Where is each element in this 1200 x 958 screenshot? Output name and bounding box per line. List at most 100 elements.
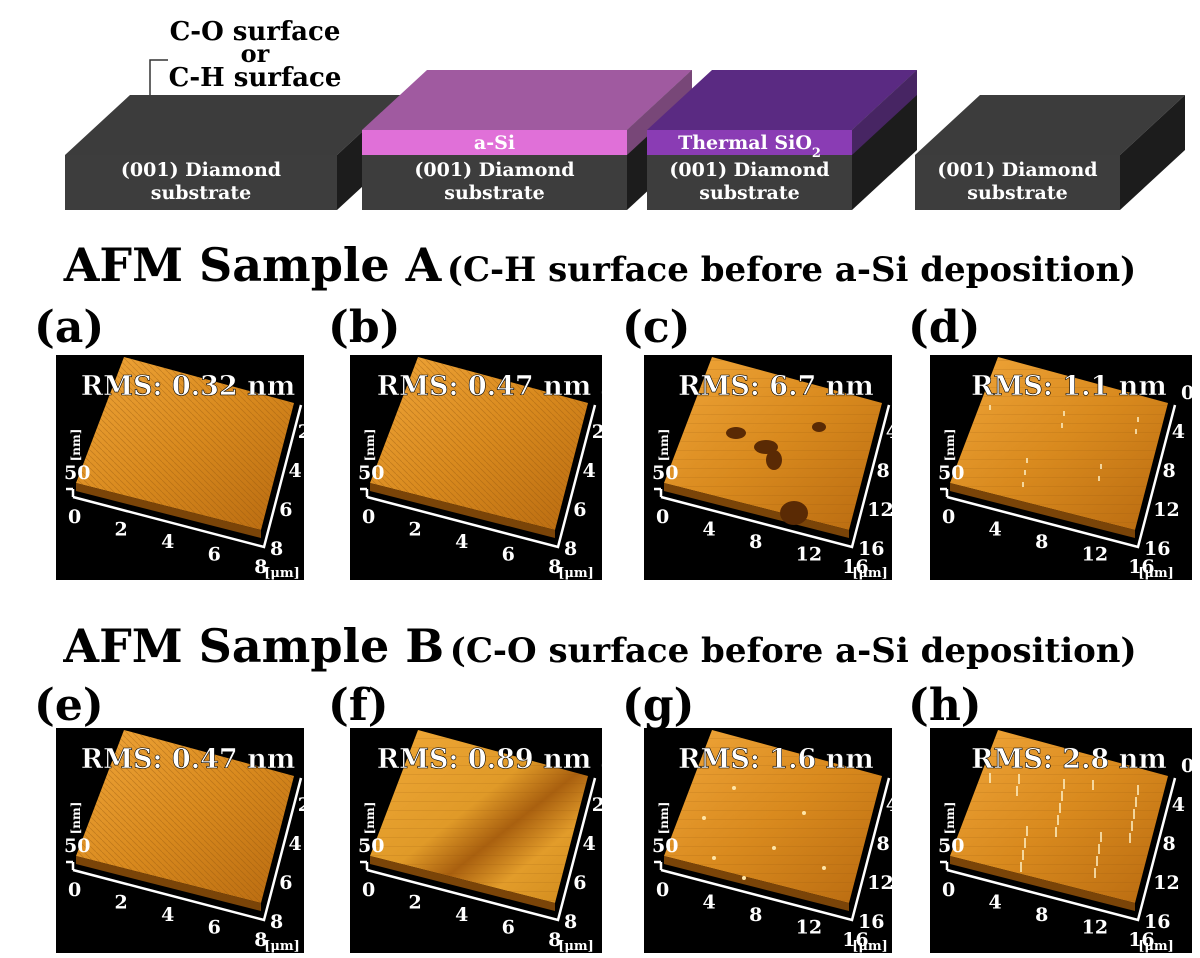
x-axis-tick: 0 bbox=[942, 506, 955, 528]
deposited-layer-front bbox=[647, 130, 852, 155]
z-axis-bracket bbox=[940, 860, 949, 870]
afm-image-background bbox=[56, 355, 304, 580]
x-axis-tick: 12 bbox=[796, 917, 822, 939]
y-axis-tick: 0 bbox=[1181, 755, 1194, 777]
rms-value: RMS: 1.1 nm bbox=[971, 371, 1167, 402]
x-axis-tick: 16 bbox=[842, 929, 868, 951]
panel-label: (a) bbox=[34, 302, 104, 353]
z-axis-tick: 50 bbox=[652, 835, 678, 857]
y-axis-tick: 2 bbox=[592, 794, 605, 816]
afm-surface bbox=[76, 730, 294, 903]
x-axis-tick: 4 bbox=[703, 892, 716, 914]
y-axis-tick: 16 bbox=[858, 538, 884, 560]
z-axis-bracket bbox=[360, 860, 369, 870]
deposited-layer-front bbox=[362, 130, 627, 155]
surface-particle bbox=[732, 786, 736, 790]
sample-b-title-detail: (C-O surface before a-Si deposition) bbox=[449, 631, 1137, 671]
afm-axes bbox=[366, 404, 597, 549]
y-axis-tick: 4 bbox=[289, 833, 302, 855]
x-axis-tick: 2 bbox=[409, 519, 422, 541]
surface-particle bbox=[742, 876, 746, 880]
z-axis-label: [nm] bbox=[657, 429, 671, 462]
surface-pit bbox=[766, 450, 782, 470]
surface-particle bbox=[702, 816, 706, 820]
z-axis-tick: 50 bbox=[358, 835, 384, 857]
substrate-front-face bbox=[65, 155, 337, 210]
y-axis-tick: 8 bbox=[270, 911, 283, 933]
afm-surface bbox=[370, 357, 588, 530]
y-axis-tick: 0 bbox=[895, 382, 908, 404]
surface-pit bbox=[812, 422, 826, 432]
y-axis-tick: 4 bbox=[583, 833, 596, 855]
x-axis-tick: 6 bbox=[208, 544, 221, 566]
x-axis-tick: 8 bbox=[1035, 531, 1048, 553]
y-axis-tick: 0 bbox=[307, 755, 320, 777]
x-axis-tick: 0 bbox=[362, 506, 375, 528]
x-axis-tick: 12 bbox=[1082, 544, 1108, 566]
afm-surface-texture bbox=[664, 357, 882, 530]
layer-label: a-Si bbox=[474, 132, 515, 154]
afm-image-background bbox=[930, 728, 1192, 953]
x-axis-tick: 2 bbox=[115, 892, 128, 914]
panel-label: (g) bbox=[622, 680, 694, 731]
sample-a-title-main: AFM Sample A bbox=[63, 238, 442, 292]
afm-surface-edge bbox=[370, 483, 555, 538]
x-axis-tick: 4 bbox=[455, 904, 468, 926]
substrate-front-face bbox=[647, 155, 852, 210]
y-axis-tick: 8 bbox=[270, 538, 283, 560]
surface-particle bbox=[772, 846, 776, 850]
z-axis-bracket bbox=[360, 487, 369, 497]
panel-label: (b) bbox=[328, 302, 400, 353]
substrate-label-line2: substrate bbox=[151, 182, 251, 204]
substrate-front-face bbox=[915, 155, 1120, 210]
x-axis-tick: 8 bbox=[749, 531, 762, 553]
rms-value: RMS: 2.8 nm bbox=[971, 744, 1167, 775]
y-axis-tick: 8 bbox=[1163, 460, 1176, 482]
y-axis-tick: 8 bbox=[877, 833, 890, 855]
surface-note-line2: or bbox=[241, 39, 270, 68]
x-axis-tick: 8 bbox=[548, 929, 561, 951]
layer-label: Thermal SiO2 bbox=[678, 132, 821, 161]
substrate-label-line2: substrate bbox=[967, 182, 1067, 204]
y-axis-tick: 6 bbox=[279, 499, 292, 521]
block-top-face bbox=[362, 70, 692, 130]
sample-a-title-detail: (C-H surface before a-Si deposition) bbox=[446, 250, 1137, 290]
surface-pit bbox=[780, 501, 808, 525]
afm-surface bbox=[664, 357, 882, 530]
rms-value: RMS: 0.89 nm bbox=[377, 744, 592, 775]
panel-label: (f) bbox=[328, 680, 389, 731]
x-axis-tick: 4 bbox=[161, 904, 174, 926]
afm-axes bbox=[72, 404, 303, 549]
rms-value: RMS: 1.6 nm bbox=[678, 744, 874, 775]
y-axis-tick: 4 bbox=[583, 460, 596, 482]
z-axis-tick: 50 bbox=[64, 462, 90, 484]
x-axis-tick: 6 bbox=[502, 917, 515, 939]
afm-axes bbox=[660, 777, 891, 922]
afm-surface-texture bbox=[370, 730, 588, 903]
afm-image-background bbox=[350, 728, 602, 953]
afm-axes bbox=[366, 777, 597, 922]
z-axis-tick: 50 bbox=[652, 462, 678, 484]
x-axis-tick: 0 bbox=[362, 879, 375, 901]
x-axis-tick: 16 bbox=[1128, 556, 1154, 578]
y-axis-tick: 2 bbox=[298, 421, 311, 443]
x-axis-tick: 2 bbox=[409, 892, 422, 914]
z-axis-bracket bbox=[940, 487, 949, 497]
surface-note-line3: C-H surface bbox=[169, 63, 342, 93]
rms-value: RMS: 0.47 nm bbox=[81, 744, 296, 775]
z-axis-tick: 50 bbox=[64, 835, 90, 857]
y-axis-tick: 0 bbox=[601, 755, 614, 777]
y-axis-tick: 8 bbox=[564, 538, 577, 560]
z-axis-label: [nm] bbox=[943, 802, 957, 835]
y-axis-tick: 4 bbox=[1172, 421, 1185, 443]
block-top-face bbox=[65, 95, 402, 155]
panel-label: (c) bbox=[622, 302, 690, 353]
